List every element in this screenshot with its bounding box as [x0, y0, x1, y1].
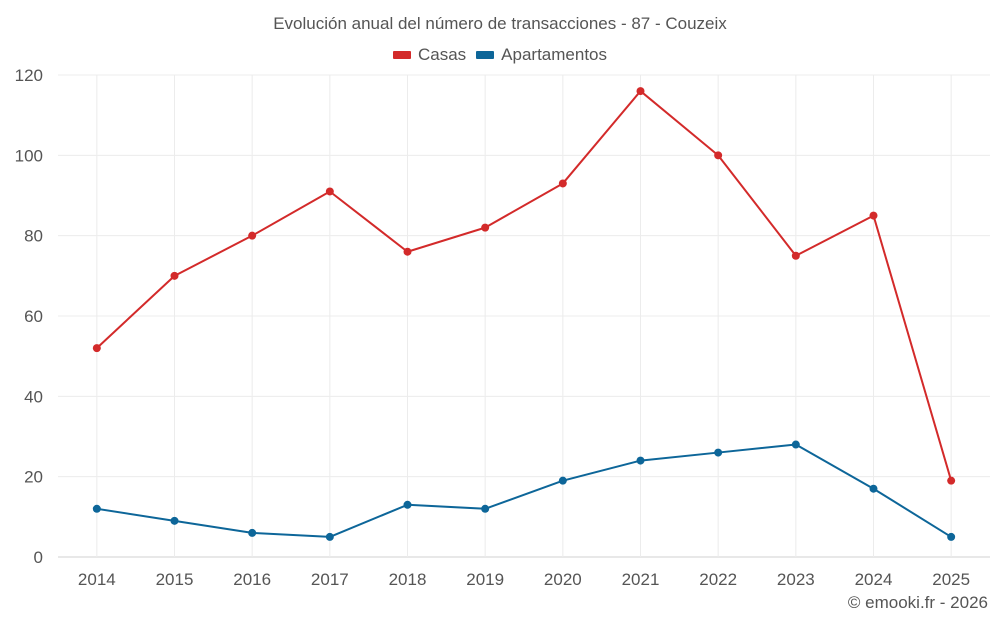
data-point-casas-2016 — [248, 231, 257, 240]
data-point-apartamentos-2016 — [248, 528, 257, 537]
data-point-apartamentos-2020 — [558, 476, 567, 485]
data-point-casas-2014 — [92, 344, 101, 353]
legend-item-apartamentos[interactable]: Apartamentos — [476, 45, 607, 65]
series-line-apartamentos — [96, 443, 952, 538]
data-point-apartamentos-2025 — [947, 532, 956, 541]
y-tick-label-40: 40 — [24, 387, 43, 406]
data-point-apartamentos-2022 — [714, 448, 723, 457]
data-point-casas-2020 — [558, 179, 567, 188]
x-tick-label-2025: 2025 — [932, 570, 970, 589]
data-point-casas-2022 — [714, 151, 723, 160]
y-tick-label-20: 20 — [24, 468, 43, 487]
legend-swatch-casas — [392, 51, 411, 59]
data-point-casas-2017 — [325, 187, 334, 196]
data-point-casas-2019 — [481, 223, 490, 232]
x-tick-label-2020: 2020 — [544, 570, 582, 589]
data-point-casas-2024 — [869, 211, 878, 220]
x-tick-label-2021: 2021 — [622, 570, 660, 589]
data-point-apartamentos-2024 — [869, 484, 878, 493]
x-tick-label-2024: 2024 — [855, 570, 893, 589]
x-tick-label-2014: 2014 — [78, 570, 116, 589]
data-point-casas-2023 — [791, 251, 800, 260]
legend-item-casas[interactable]: Casas — [392, 45, 467, 65]
credit-text: © emooki.fr - 2026 — [847, 593, 988, 612]
series-line-casas — [96, 90, 953, 481]
x-tick-label-2015: 2015 — [156, 570, 194, 589]
legend-swatch-apartamentos — [476, 51, 495, 59]
legend: Casas Apartamentos — [0, 45, 1000, 65]
legend-label-casas: Casas — [417, 45, 467, 64]
data-point-casas-2025 — [947, 476, 956, 485]
data-point-casas-2018 — [403, 247, 412, 256]
data-point-apartamentos-2017 — [325, 532, 334, 541]
legend-label-apartamentos: Apartamentos — [501, 45, 608, 64]
data-point-casas-2015 — [170, 271, 179, 280]
y-tick-label-60: 60 — [24, 307, 43, 326]
x-tick-label-2017: 2017 — [311, 570, 349, 589]
y-tick-label-100: 100 — [15, 146, 43, 165]
chart-title: Evolución anual del número de transaccio… — [273, 14, 727, 33]
x-tick-label-2018: 2018 — [389, 570, 427, 589]
y-tick-label-120: 120 — [15, 66, 43, 85]
x-tick-label-2023: 2023 — [777, 570, 815, 589]
x-tick-label-2022: 2022 — [699, 570, 737, 589]
x-tick-label-2019: 2019 — [466, 570, 504, 589]
data-point-apartamentos-2014 — [92, 504, 101, 513]
data-point-apartamentos-2018 — [403, 500, 412, 509]
y-tick-label-80: 80 — [24, 227, 43, 246]
data-point-apartamentos-2023 — [791, 440, 800, 449]
data-point-apartamentos-2015 — [170, 516, 179, 525]
x-tick-label-2016: 2016 — [233, 570, 271, 589]
data-point-casas-2021 — [636, 87, 645, 96]
data-point-apartamentos-2021 — [636, 456, 645, 465]
y-tick-label-0: 0 — [34, 548, 43, 567]
data-point-apartamentos-2019 — [481, 504, 490, 513]
